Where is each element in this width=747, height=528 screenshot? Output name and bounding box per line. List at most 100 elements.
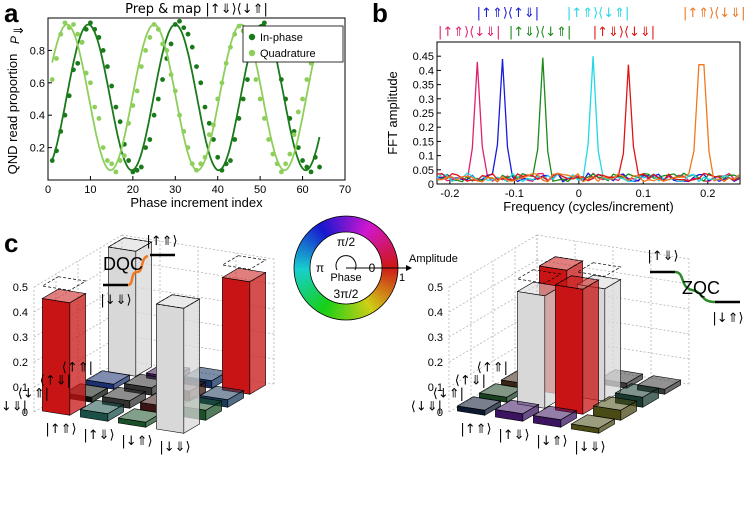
level-bottom-label-zqc: |↓⇑⟩ (712, 311, 743, 326)
bar-top (516, 281, 562, 297)
wheel-segment (379, 278, 396, 287)
data-point-1 (58, 31, 64, 37)
bar-top (570, 414, 616, 429)
chart-title-a: Prep & map |↑⇓⟩⟨↓⇑| (125, 2, 268, 17)
data-point-1 (92, 104, 98, 110)
data-point-0 (300, 158, 305, 163)
col-label: |↑⇓⟩ (83, 428, 114, 443)
data-point-0 (172, 22, 178, 27)
x-tick-label-a: 50 (254, 184, 266, 196)
data-point-1 (228, 44, 233, 50)
data-point-0 (215, 154, 221, 160)
data-point-1 (278, 169, 284, 175)
wheel-segment (360, 299, 370, 316)
fft-label-1: |↑⇑⟩⟨↑⇓| (477, 6, 539, 21)
transition-wire-zqc (674, 270, 716, 304)
grid-line (33, 234, 123, 288)
data-point-0 (54, 148, 59, 154)
x-tick-label-a: 10 (84, 184, 96, 196)
bar-top (592, 396, 638, 411)
data-point-1 (253, 77, 259, 82)
data-point-1 (105, 158, 110, 163)
x-tick-label-b: 0.1 (636, 188, 651, 200)
bar-front (156, 303, 185, 434)
bar-top (478, 383, 524, 398)
data-point-0 (134, 167, 140, 173)
wheel-segment (353, 302, 360, 319)
x-tick-label-a: 20 (127, 184, 139, 196)
amplitude-arrow (406, 265, 412, 271)
wheel-segment (362, 221, 372, 237)
wheel-segment (378, 246, 395, 256)
wheel-segment (303, 235, 318, 248)
bar-top (117, 408, 163, 423)
wheel-segment (313, 296, 326, 311)
z-tick-label: 0 (22, 407, 28, 419)
wheel-segment (294, 271, 311, 277)
data-point-0 (223, 161, 229, 167)
wheel-segment (294, 265, 310, 269)
wheel-label-center: Phase (330, 272, 361, 284)
fft-label-4: |↑⇓⟩⟨↓⇓| (593, 25, 655, 40)
wheel-label-top: π/2 (337, 235, 356, 249)
fft-line-5 (436, 64, 740, 183)
wheel-segment (340, 303, 345, 320)
fft-line-1 (436, 58, 740, 183)
data-point-1 (283, 161, 288, 167)
data-point-1 (206, 132, 212, 138)
data-point-0 (83, 26, 89, 32)
wheel-label-right: 0 (369, 261, 376, 275)
wheel-segment (294, 273, 311, 280)
z-tick-label: 0.3 (13, 332, 28, 344)
z-tick-label: 0.1 (428, 382, 443, 394)
data-point-1 (49, 77, 55, 82)
bar-front (222, 277, 251, 395)
data-point-1 (232, 31, 238, 37)
data-point-1 (219, 80, 225, 86)
wheel-segment (362, 299, 373, 315)
data-point-1 (54, 56, 59, 61)
wheel-segment (371, 291, 385, 305)
x-tick-label-b: -0.1 (505, 188, 524, 200)
z-tick-label: 0.5 (13, 282, 28, 294)
wheel-label-bottom: 3π/2 (334, 287, 359, 301)
wheel-segment (380, 251, 397, 259)
data-point-0 (62, 112, 68, 118)
wheel-segment (381, 256, 398, 263)
wheel-segment (312, 225, 325, 241)
legend-label-0: In-phase (260, 32, 303, 44)
bar-top (456, 396, 502, 411)
wheel-segment (310, 227, 324, 242)
row-label: ⟨↓⇓| (411, 400, 442, 415)
z-tick-label: 0.2 (13, 357, 28, 369)
x-tick-label-a: 30 (169, 184, 181, 196)
data-point-0 (287, 116, 293, 121)
data-point-1 (134, 88, 140, 94)
wheel-segment (369, 229, 383, 243)
data-point-0 (283, 96, 288, 102)
y-tick-label-b: 0.2 (419, 122, 434, 134)
data-point-1 (189, 161, 195, 167)
col-label: |↑⇑⟩ (45, 422, 76, 437)
data-point-1 (164, 48, 170, 53)
z-tick-label: 0.4 (13, 307, 28, 319)
wheel-segment (371, 230, 385, 244)
data-point-0 (109, 83, 115, 89)
wheel-segment (373, 234, 389, 247)
level-top-label-zqc: |↑⇓⟩ (647, 249, 678, 264)
bar-top (614, 383, 660, 398)
transition-wire-dqc (127, 254, 149, 287)
data-point-0 (304, 164, 310, 170)
data-point-1 (113, 169, 119, 175)
data-point-0 (71, 67, 76, 73)
bar-top (85, 370, 131, 385)
fft-label-0: |↑⇑⟩⟨↓⇓| (438, 25, 500, 40)
wheel-segment (358, 300, 368, 317)
wheel-segment (294, 269, 311, 274)
fft-line-0 (436, 61, 740, 183)
wheel-segment (380, 275, 397, 282)
wheel-segment (376, 285, 392, 297)
wheel-segment (347, 216, 352, 233)
bar-side (183, 298, 200, 434)
data-point-0 (181, 25, 187, 31)
